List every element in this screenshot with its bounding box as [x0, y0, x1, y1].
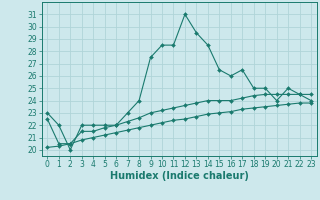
X-axis label: Humidex (Indice chaleur): Humidex (Indice chaleur) — [110, 171, 249, 181]
